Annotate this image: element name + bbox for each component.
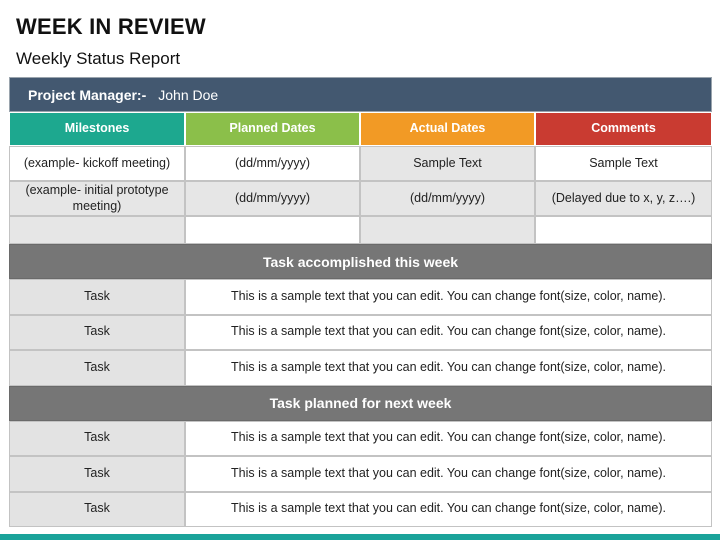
page-title: WEEK IN REVIEW xyxy=(16,14,206,39)
task-description[interactable]: This is a sample text that you can edit.… xyxy=(185,491,712,527)
planned-date-cell[interactable]: (dd/mm/yyyy) xyxy=(185,181,360,216)
comment-cell[interactable] xyxy=(535,216,712,244)
comment-cell[interactable]: (Delayed due to x, y, z….) xyxy=(535,181,712,216)
task-label: Task xyxy=(9,491,185,527)
section-heading-accomplished: Task accomplished this week xyxy=(9,244,712,279)
task-description[interactable]: This is a sample text that you can edit.… xyxy=(185,314,712,350)
column-header-actual-dates: Actual Dates xyxy=(360,112,535,146)
actual-date-cell[interactable] xyxy=(360,216,535,244)
task-description[interactable]: This is a sample text that you can edit.… xyxy=(185,420,712,456)
comment-cell[interactable]: Sample Text xyxy=(535,146,712,181)
task-row: Task This is a sample text that you can … xyxy=(9,456,712,492)
milestone-row: (example- initial prototype meeting) (dd… xyxy=(9,181,712,216)
milestone-cell[interactable]: (example- initial prototype meeting) xyxy=(9,181,185,216)
column-header-planned-dates: Planned Dates xyxy=(185,112,360,146)
task-label: Task xyxy=(9,279,185,315)
actual-date-cell[interactable]: Sample Text xyxy=(360,146,535,181)
project-manager-bar: Project Manager:- John Doe xyxy=(9,77,712,112)
task-label: Task xyxy=(9,350,185,386)
accent-bar xyxy=(0,534,720,540)
task-label: Task xyxy=(9,420,185,456)
status-report-table: Project Manager:- John Doe Milestones Pl… xyxy=(9,77,712,527)
section-heading-planned: Task planned for next week xyxy=(9,385,712,421)
planned-date-cell[interactable]: (dd/mm/yyyy) xyxy=(185,146,360,181)
milestone-cell[interactable] xyxy=(9,216,185,244)
milestone-cell[interactable]: (example- kickoff meeting) xyxy=(9,146,185,181)
milestone-header-row: Milestones Planned Dates Actual Dates Co… xyxy=(9,112,712,146)
planned-date-cell[interactable] xyxy=(185,216,360,244)
column-header-milestones: Milestones xyxy=(9,112,185,146)
project-manager-label: Project Manager:- xyxy=(28,86,147,103)
task-row: Task This is a sample text that you can … xyxy=(9,420,712,456)
task-description[interactable]: This is a sample text that you can edit.… xyxy=(185,456,712,492)
task-row: Task This is a sample text that you can … xyxy=(9,350,712,386)
page-subtitle: Weekly Status Report xyxy=(16,49,181,68)
task-label: Task xyxy=(9,314,185,350)
milestone-row xyxy=(9,216,712,244)
task-label: Task xyxy=(9,456,185,492)
milestone-row: (example- kickoff meeting) (dd/mm/yyyy) … xyxy=(9,146,712,181)
actual-date-cell[interactable]: (dd/mm/yyyy) xyxy=(360,181,535,216)
task-row: Task This is a sample text that you can … xyxy=(9,279,712,315)
task-row: Task This is a sample text that you can … xyxy=(9,491,712,527)
task-description[interactable]: This is a sample text that you can edit.… xyxy=(185,350,712,386)
project-manager-name[interactable]: John Doe xyxy=(158,86,219,103)
column-header-comments: Comments xyxy=(535,112,712,146)
task-description[interactable]: This is a sample text that you can edit.… xyxy=(185,279,712,315)
task-row: Task This is a sample text that you can … xyxy=(9,314,712,350)
